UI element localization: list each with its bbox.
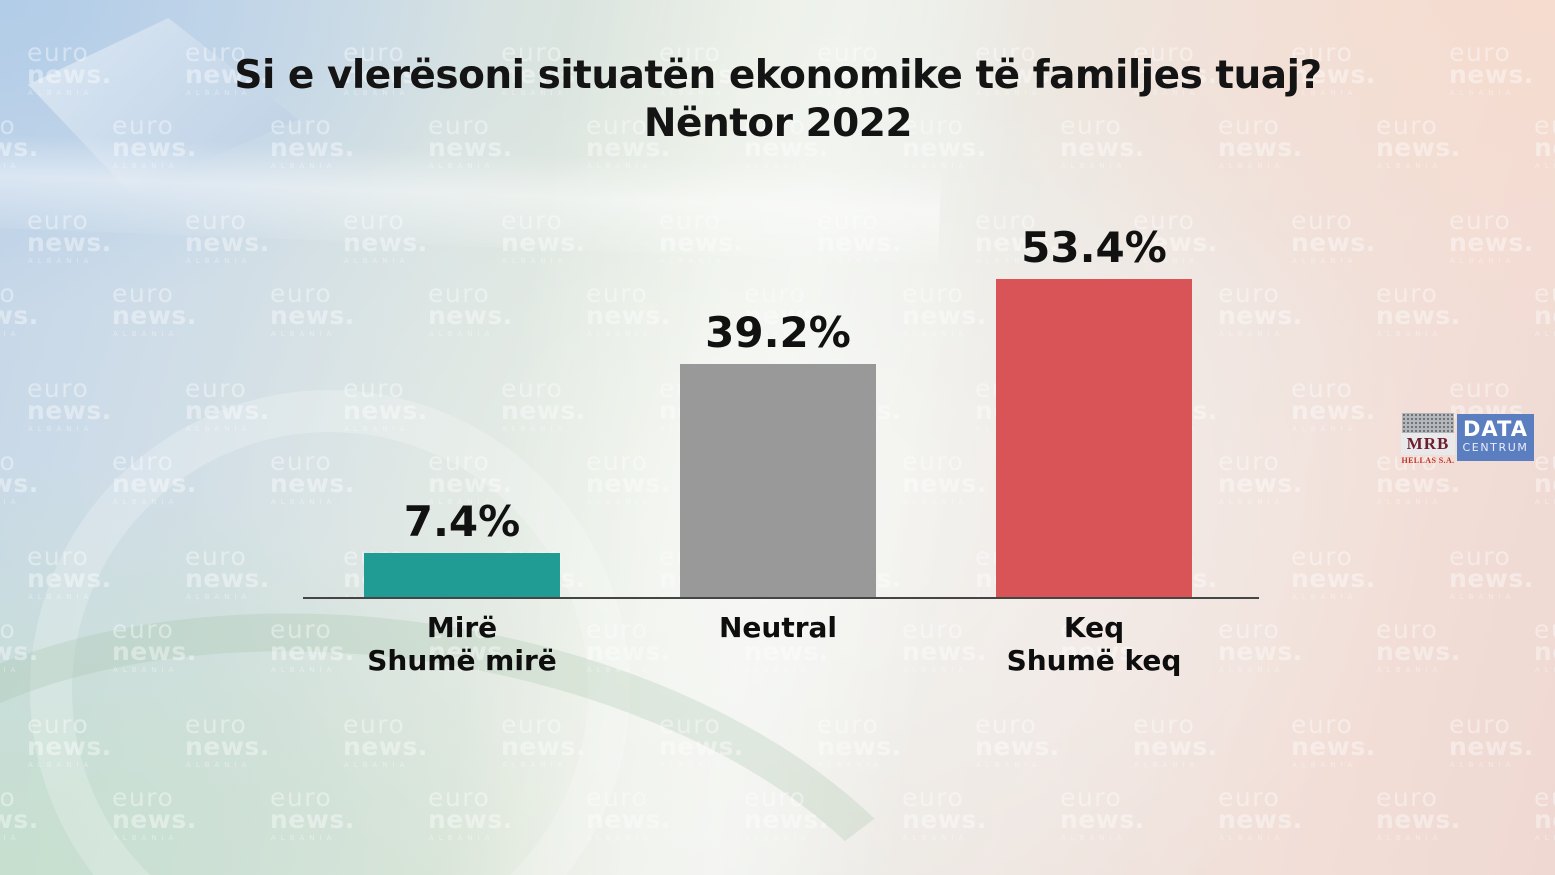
data-centrum-logo: DATA CENTRUM xyxy=(1457,414,1534,461)
data-centrum-logo-line2: CENTRUM xyxy=(1462,441,1529,454)
bar-value-label: 7.4% xyxy=(403,497,521,546)
data-centrum-logo-line1: DATA xyxy=(1462,417,1528,441)
x-axis-line xyxy=(303,597,1259,599)
source-logos: MRB HELLAS S.A. DATA CENTRUM xyxy=(1401,411,1534,465)
bar-mire-shume-mire xyxy=(364,553,560,597)
bar-neutral xyxy=(680,364,876,597)
bar-category-label: Keq Shumë keq xyxy=(1006,611,1182,678)
bar-value-label: 53.4% xyxy=(1021,223,1167,272)
mrb-halftone-texture xyxy=(1402,413,1454,433)
mrb-logo-subtext: HELLAS S.A. xyxy=(1401,456,1455,465)
bar-category-label: Neutral xyxy=(718,611,838,644)
chart-title-block: Si e vlerësoni situatën ekonomike të fam… xyxy=(150,52,1406,147)
chart-title: Si e vlerësoni situatën ekonomike të fam… xyxy=(234,53,1322,98)
mrb-logo-text: MRB xyxy=(1401,433,1455,455)
mrb-hellas-logo: MRB HELLAS S.A. xyxy=(1401,411,1455,465)
bar-value-label: 39.2% xyxy=(705,308,851,357)
bar-keq-shume-keq xyxy=(996,279,1192,597)
bar-category-label: Mirë Shumë mirë xyxy=(367,611,557,678)
chart-subtitle: Nëntor 2022 xyxy=(643,100,913,146)
